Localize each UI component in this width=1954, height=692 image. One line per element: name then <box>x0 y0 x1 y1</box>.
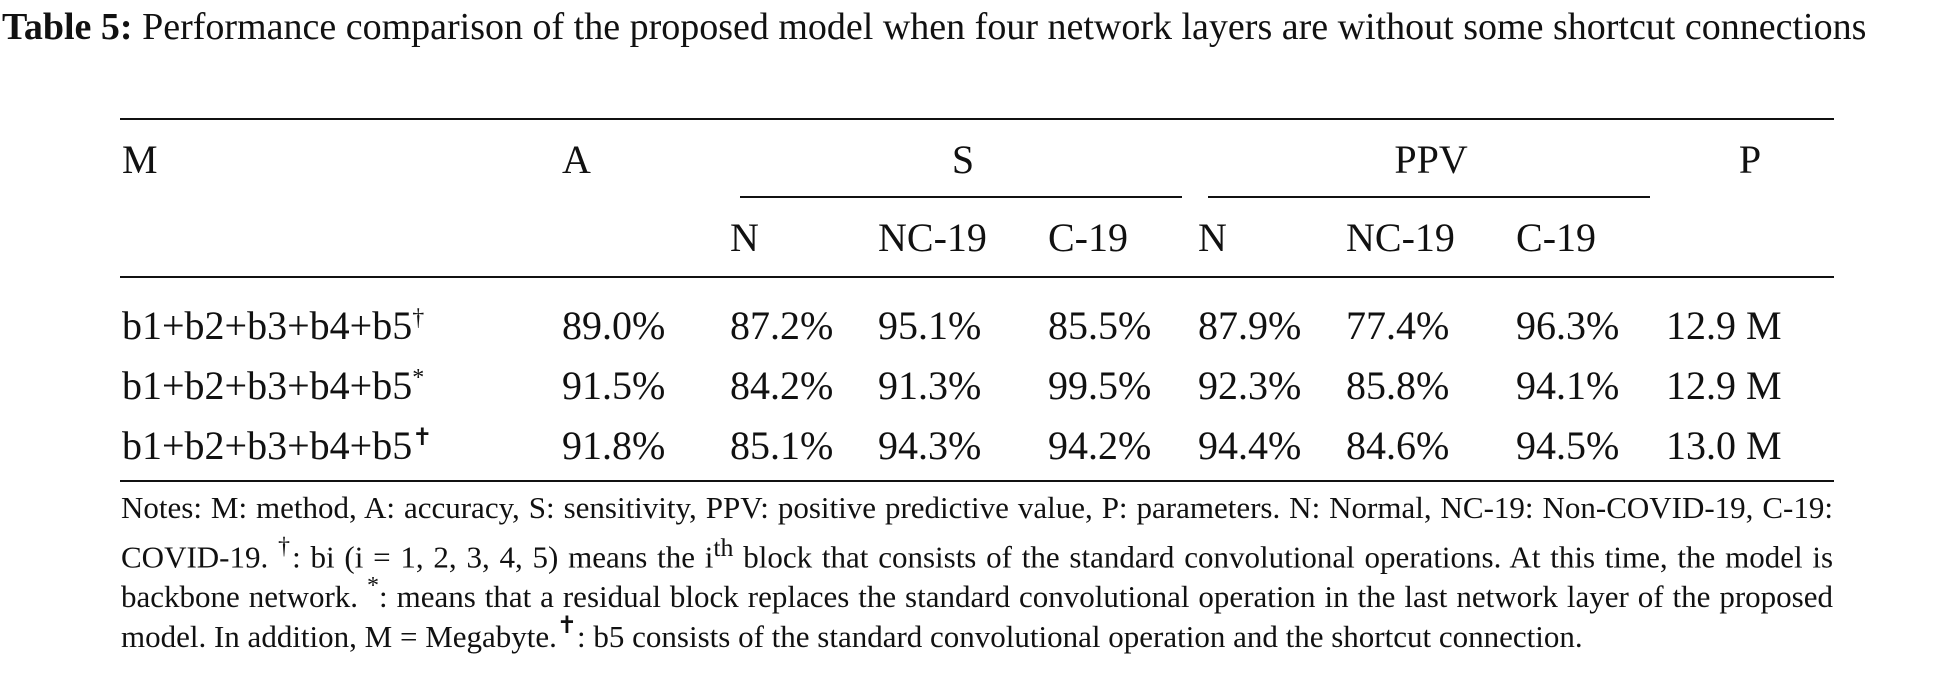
cell-parameters: 13.0 M <box>1664 416 1835 482</box>
header-s-covid: C-19 <box>1046 198 1197 278</box>
header-s-normal: N <box>728 198 876 278</box>
table-row: b1+b2+b3+b4+b5* 91.5% 84.2% 91.3% 99.5% … <box>120 354 1834 416</box>
cell-ppv-normal: 94.4% <box>1196 416 1345 482</box>
cell-s-normal: 84.2% <box>730 362 834 408</box>
caption-label: Table 5: <box>2 6 133 48</box>
table-notes: Notes: M: method, A: accuracy, S: sensit… <box>121 488 1833 657</box>
header-s-noncovid: NC-19 <box>876 198 1046 278</box>
header-method: M <box>120 118 560 198</box>
cross-mark: ✝ <box>556 613 578 640</box>
cell-s-covid: 94.2% <box>1046 416 1197 482</box>
header-accuracy: A <box>560 118 728 198</box>
cell-ppv-noncovid: 84.6% <box>1344 416 1515 482</box>
performance-table: M A S PPV P N NC-19 C-19 N NC-19 C-19 b1… <box>120 118 1835 482</box>
cell-ppv-noncovid: 85.8% <box>1346 362 1450 408</box>
header-empty <box>560 198 728 278</box>
cell-accuracy: 91.5% <box>562 362 666 408</box>
dagger-mark: † <box>412 304 425 331</box>
cell-ppv-normal: 92.3% <box>1198 362 1302 408</box>
notes-asterisk-text: : means that a residual block replaces t… <box>121 579 1833 655</box>
cell-s-normal: 85.1% <box>728 416 876 482</box>
cell-parameters: 12.9 M <box>1666 362 1782 408</box>
cell-ppv-covid: 94.5% <box>1514 416 1665 482</box>
header-ppv: PPV <box>1196 118 1665 199</box>
header-row-sub: N NC-19 C-19 N NC-19 C-19 <box>120 198 1835 278</box>
dagger-mark: † <box>278 533 293 560</box>
cell-ppv-covid: 96.3% <box>1516 302 1620 348</box>
header-parameters: P <box>1664 118 1835 198</box>
cell-s-covid: 85.5% <box>1048 302 1152 348</box>
header-ppv-covid: C-19 <box>1514 198 1665 278</box>
caption-text: Performance comparison of the proposed m… <box>142 6 1867 48</box>
cell-accuracy: 91.8% <box>560 416 728 482</box>
table-row: b1+b2+b3+b4+b5† 89.0% 87.2% 95.1% 85.5% … <box>120 277 1834 354</box>
asterisk-mark: * <box>412 364 425 391</box>
cross-mark: ✝ <box>412 424 433 451</box>
cell-method: b1+b2+b3+b4+b5* <box>122 362 425 408</box>
cell-s-covid: 99.5% <box>1048 362 1152 408</box>
cell-s-noncovid: 94.3% <box>876 416 1046 482</box>
cell-s-normal: 87.2% <box>730 302 834 348</box>
header-empty <box>120 198 560 278</box>
cell-ppv-normal: 87.9% <box>1198 302 1302 348</box>
cell-parameters: 12.9 M <box>1666 302 1782 348</box>
header-sensitivity: S <box>728 118 1197 199</box>
header-empty <box>1664 198 1835 278</box>
notes-abbreviations: Notes: M: method, A: accuracy, S: sensit… <box>121 490 1833 575</box>
cell-method: b1+b2+b3+b4+b5† <box>122 302 425 348</box>
asterisk-mark: * <box>367 573 380 600</box>
notes-cross-text: : b5 consists of the standard convolutio… <box>577 619 1583 655</box>
header-ppv-noncovid: NC-19 <box>1344 198 1515 278</box>
cell-method: b1+b2+b3+b4+b5✝ <box>120 416 560 482</box>
cell-s-noncovid: 95.1% <box>878 302 982 348</box>
table-row: b1+b2+b3+b4+b5✝ 91.8% 85.1% 94.3% 94.2% … <box>120 416 1835 482</box>
header-row-top: M A S PPV P <box>120 118 1835 199</box>
cell-accuracy: 89.0% <box>562 302 666 348</box>
notes-dagger-text: : bi (i = 1, 2, 3, 4, 5) means the i <box>292 539 714 575</box>
table-caption: Table 5: Performance comparison of the p… <box>2 4 1952 50</box>
cell-s-noncovid: 91.3% <box>878 362 982 408</box>
superscript-th: th <box>713 533 734 562</box>
notes-block-text: block that consists of the standard conv… <box>121 539 1834 615</box>
header-ppv-normal: N <box>1196 198 1345 278</box>
cell-ppv-covid: 94.1% <box>1516 362 1620 408</box>
cell-ppv-noncovid: 77.4% <box>1346 302 1450 348</box>
